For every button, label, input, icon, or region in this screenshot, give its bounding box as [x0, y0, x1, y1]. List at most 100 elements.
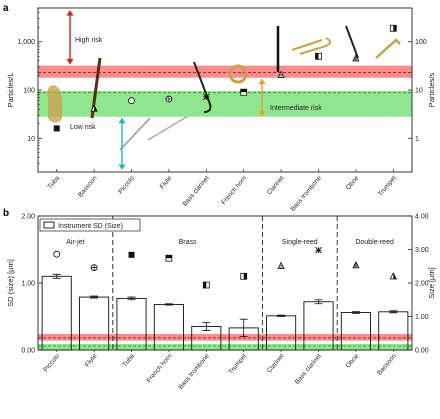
size-marker-clarinet-lines [278, 265, 284, 268]
panel-b-chart: Air-jet Brass Single-reed Double-reed 0.00 1.… [6, 214, 436, 391]
intermediate-risk-arrowhead-top [258, 78, 266, 85]
bar-bass-clarinet [303, 301, 334, 351]
legend-label: Instrument SD (Size) [58, 223, 123, 230]
y-tick-label: 1.00 [21, 281, 35, 288]
point-tuba [53, 125, 60, 132]
point-bassoon-fill [94, 105, 98, 112]
y2-tick-label: 1.00 [415, 314, 429, 321]
x-tick-label-clarinet: Clarinet [266, 353, 286, 375]
risk-band-high [38, 65, 412, 78]
x-tick-label-flute: Flute [159, 174, 174, 190]
legend-swatch [43, 221, 55, 229]
y-axis-label: Particles/L [6, 72, 15, 107]
size-marker-flute-cross [91, 264, 98, 271]
point-bass-trombone-fill [315, 53, 319, 60]
size-marker-flute [90, 264, 98, 271]
x-tick-label-clarinet: Clarinet [266, 175, 286, 197]
point-flute-cross [165, 96, 172, 103]
risk-band-intermediate [38, 91, 412, 117]
bass-clarinet-illustration [193, 61, 212, 113]
size-marker-trumpet-fill [243, 273, 247, 280]
legend-box [39, 218, 141, 232]
panel-a-letter: a [3, 3, 9, 14]
size-marker-bass-clarinet-shape [315, 246, 322, 254]
point-french-horn-fill [240, 89, 247, 93]
y-tick-label: 100 [23, 88, 35, 95]
point-piccolo [128, 97, 135, 105]
high-risk-arrowhead-bottom [66, 59, 74, 65]
y-tick-label: 1,000 [17, 39, 35, 46]
x-tick-label-trumpet: Trumpet [377, 175, 398, 198]
low-risk-label: Low risk [70, 124, 96, 131]
panel-a-chart: 10 100 1,000 1 10 100 Particles/L Particles/s Tu… [6, 7, 436, 213]
y-tick-label: 10 [27, 136, 35, 143]
point-oboe [352, 54, 360, 62]
low-risk-arrowhead-top [118, 117, 126, 124]
bass-trombone-illustration [291, 37, 331, 55]
x-tick-label-oboe: Oboe [345, 352, 361, 369]
error-bar [389, 310, 398, 314]
y2-tick-label: 0.00 [415, 348, 429, 355]
x-tick-label-tuba: Tuba [46, 174, 61, 190]
x-tick-label-french-horn: French horn [220, 174, 248, 206]
error-bar [239, 318, 248, 337]
y2-tick-label: 2.00 [415, 281, 429, 288]
size-marker-bassoon [389, 272, 397, 280]
y2-tick-label: 100 [415, 39, 427, 46]
legend: Instrument SD (Size) [39, 218, 141, 232]
y2-tick-label: 3.00 [415, 247, 429, 254]
size-marker-tuba [128, 251, 135, 258]
point-french-horn [240, 88, 248, 96]
y2-axis-label: Particles/s [427, 72, 436, 107]
x-tick-label-bass-clarinet: Bass clarinet [182, 175, 211, 208]
x-tick-label-french-horn: French horn [146, 352, 174, 384]
group-label-single-reed: Single-reed [282, 239, 318, 246]
point-clarinet [277, 70, 285, 78]
bar-flute [79, 296, 110, 351]
error-bar [164, 303, 173, 306]
panel-b-frame [37, 215, 413, 351]
intermediate-risk-label: Intermediate risk [270, 105, 322, 112]
error-bar [277, 314, 286, 317]
group-label-air-jet: Air-jet [66, 239, 84, 246]
group-label-double-reed: Double-reed [355, 239, 394, 246]
y-tick-label: 0.00 [21, 348, 35, 355]
error-bar [52, 273, 61, 279]
x-tick-label-trumpet: Trumpet [227, 353, 248, 376]
size-marker-oboe [352, 261, 360, 269]
tuba-illustration [47, 85, 62, 123]
panel-a-frame [37, 7, 413, 173]
error-bar [351, 311, 360, 314]
flute-illustration [147, 115, 189, 141]
point-tuba-shape [53, 125, 60, 132]
point-clarinet-lines [278, 74, 284, 77]
french-horn-illustration [228, 64, 248, 84]
size-marker-french-horn-fill [165, 255, 172, 259]
x-tick-label-bass-trombone: Bass trombone [177, 352, 211, 390]
point-oboe-lines [354, 55, 358, 62]
high-risk-label: High risk [75, 37, 103, 44]
point-bass-clarinet-shape [202, 93, 210, 101]
x-tick-label-bassoon: Bassoon [77, 174, 99, 198]
x-tick-label-oboe: Oboe [345, 174, 361, 191]
x-tick-label-piccolo: Piccolo [117, 175, 136, 196]
x-tick-label-bassoon: Bassoon [376, 352, 398, 376]
trumpet-illustration [375, 38, 401, 59]
point-trumpet [389, 24, 397, 32]
y-tick-label: 2.00 [21, 214, 35, 221]
point-piccolo-shape [128, 97, 135, 105]
point-trumpet-fill [393, 25, 397, 32]
x-tick-label-bass-trombone: Bass trombone [290, 174, 324, 212]
high-risk-arrowhead-top [66, 10, 74, 16]
y2-axis-label: Size [μm] [427, 267, 436, 298]
size-band-1 [38, 343, 412, 350]
y2-tick-label: 1 [415, 136, 419, 143]
piccolo-illustration [119, 117, 151, 151]
point-bassoon [90, 104, 98, 112]
error-bar [127, 296, 136, 301]
size-marker-bass-trombone [202, 281, 210, 289]
size-marker-bassoon-fill [393, 272, 397, 279]
size-band-0 [38, 333, 412, 341]
bar-tuba [116, 297, 147, 351]
